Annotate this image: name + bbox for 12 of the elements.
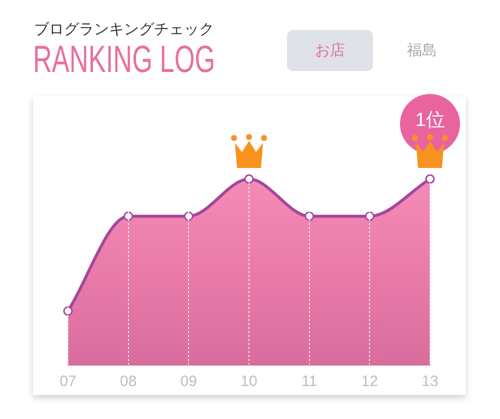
- x-tick-label: 11: [302, 373, 318, 390]
- x-tick-label: 12: [361, 373, 378, 390]
- x-tick-label: 07: [60, 373, 76, 390]
- tab-label: 福島: [407, 42, 437, 59]
- x-tick-label: 10: [240, 373, 258, 390]
- annotation: 1位: [415, 110, 445, 132]
- chart-title: RANKING LOG: [33, 39, 216, 81]
- tab-label: お店: [315, 42, 345, 59]
- x-tick-label: 13: [422, 373, 438, 390]
- chart-subtitle: ブログランキングチェック: [34, 21, 214, 38]
- x-tick-label: 08: [120, 373, 137, 390]
- x-tick-label: 09: [180, 373, 198, 390]
